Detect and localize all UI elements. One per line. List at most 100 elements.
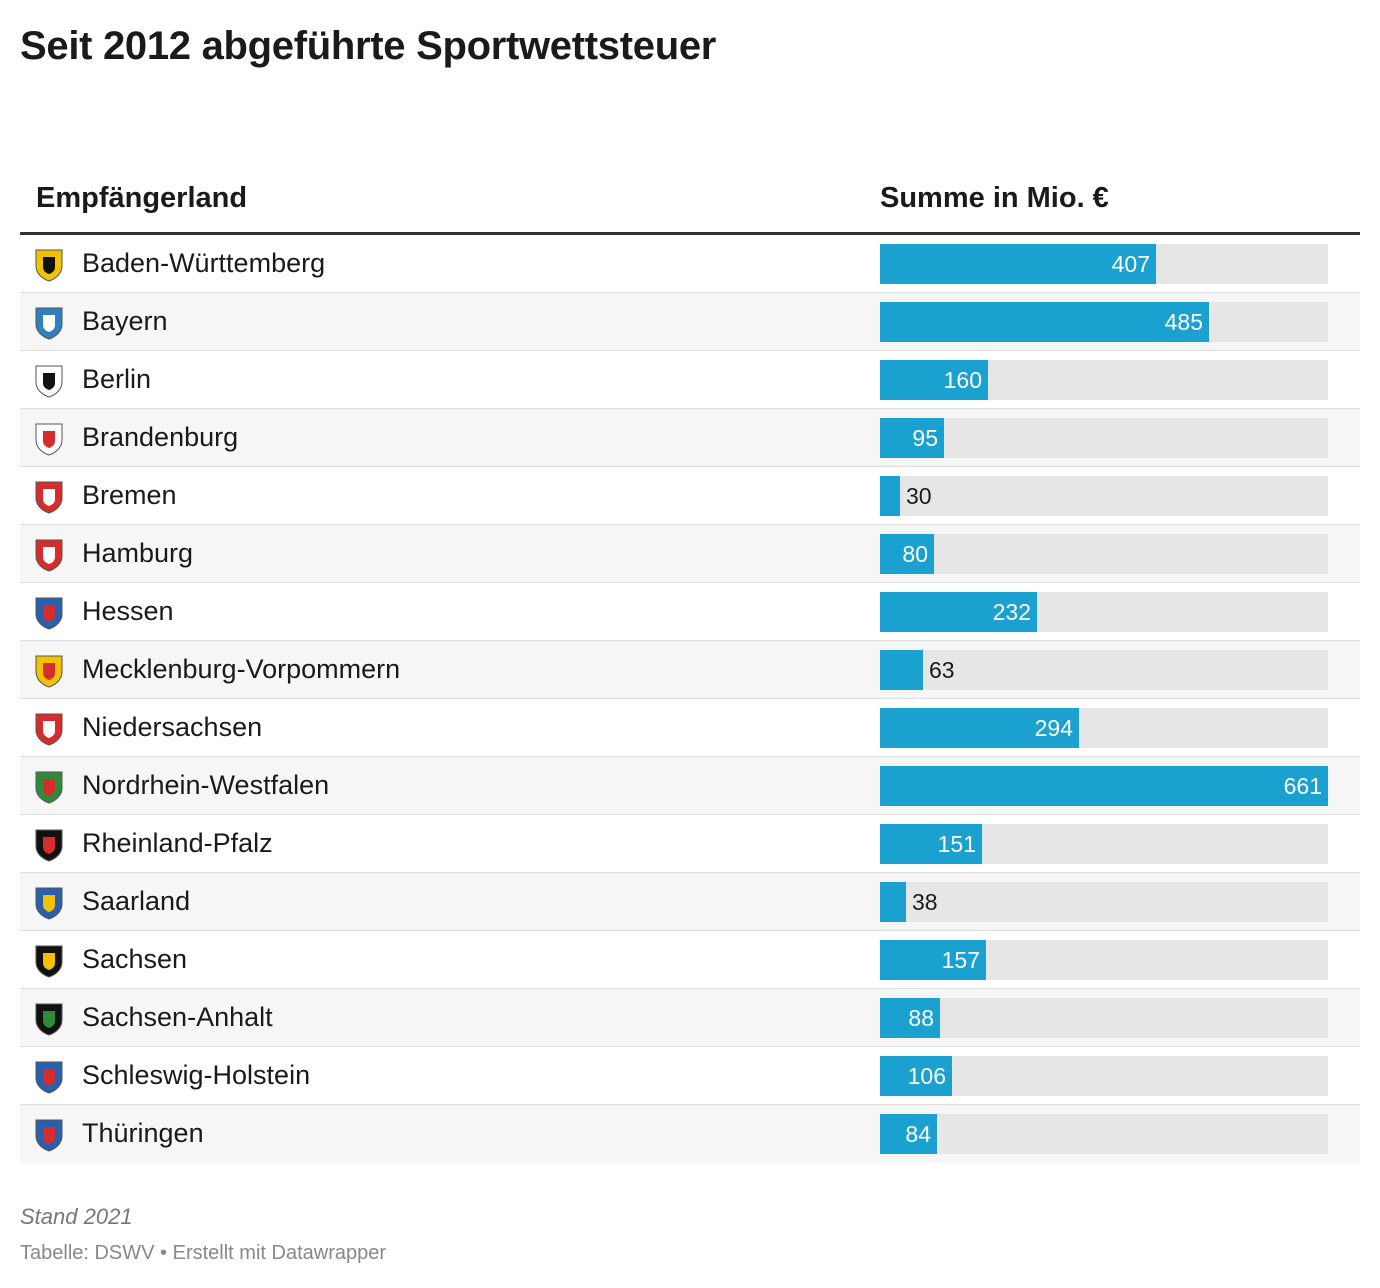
column-header-sum: Summe in Mio. € bbox=[880, 182, 1109, 214]
rheinland-pfalz-crest-icon bbox=[34, 828, 64, 862]
bar bbox=[880, 476, 900, 516]
bar bbox=[880, 998, 940, 1038]
table-row: Sachsen-Anhalt 88 bbox=[20, 989, 1360, 1047]
bar-track: 88 bbox=[880, 998, 1328, 1038]
country-label: Schleswig-Holstein bbox=[82, 1060, 311, 1090]
hessen-crest-icon bbox=[34, 596, 64, 630]
thueringen-crest-icon bbox=[34, 1118, 64, 1152]
value-label: 106 bbox=[907, 1063, 946, 1089]
bar bbox=[880, 418, 944, 458]
berlin-crest-icon bbox=[34, 364, 64, 398]
bar-track: 407 bbox=[880, 244, 1328, 284]
mecklenburg-vorpommern-crest-icon bbox=[34, 654, 64, 688]
value-label: 294 bbox=[1034, 715, 1073, 741]
table-row: Bremen 30 bbox=[20, 467, 1360, 525]
value-label: 88 bbox=[908, 1005, 934, 1031]
country-label: Bayern bbox=[82, 306, 168, 336]
table-row: Bayern 485 bbox=[20, 293, 1360, 351]
bar-track: 106 bbox=[880, 1056, 1328, 1096]
value-label: 84 bbox=[905, 1121, 931, 1147]
sachsen-crest-icon bbox=[34, 944, 64, 978]
bar-track: 294 bbox=[880, 708, 1328, 748]
bar-track: 63 bbox=[880, 650, 1328, 690]
value-label: 485 bbox=[1164, 309, 1203, 335]
data-table: Baden-Württemberg 407 Bayern 485 Berlin 160 Br… bbox=[20, 235, 1360, 1163]
table-row: Sachsen 157 bbox=[20, 931, 1360, 989]
bayern-crest-icon bbox=[34, 306, 64, 340]
bar bbox=[880, 592, 1037, 632]
footnote: Stand 2021 bbox=[20, 1204, 133, 1229]
country-label: Hessen bbox=[82, 596, 174, 626]
table-row: Rheinland-Pfalz 151 bbox=[20, 815, 1360, 873]
baden-wuerttemberg-crest-icon bbox=[34, 248, 64, 282]
value-label: 80 bbox=[902, 541, 928, 567]
table-row: Saarland 38 bbox=[20, 873, 1360, 931]
table-row: Baden-Württemberg 407 bbox=[20, 235, 1360, 293]
bar bbox=[880, 882, 906, 922]
value-label: 407 bbox=[1111, 251, 1150, 277]
bar-track: 661 bbox=[880, 766, 1328, 806]
bar bbox=[880, 360, 988, 400]
value-label: 151 bbox=[937, 831, 976, 857]
schleswig-holstein-crest-icon bbox=[34, 1060, 64, 1094]
country-label: Sachsen-Anhalt bbox=[82, 1002, 273, 1032]
bar bbox=[880, 824, 982, 864]
country-label: Mecklenburg-Vorpommern bbox=[82, 654, 401, 684]
hamburg-crest-icon bbox=[34, 538, 64, 572]
value-label: 38 bbox=[912, 889, 938, 915]
bar bbox=[880, 940, 986, 980]
country-label: Nordrhein-Westfalen bbox=[82, 770, 330, 800]
header-divider bbox=[20, 232, 1360, 235]
bar-track: 80 bbox=[880, 534, 1328, 574]
value-label: 160 bbox=[943, 367, 982, 393]
value-label: 95 bbox=[912, 425, 938, 451]
table-row: Thüringen 84 bbox=[20, 1105, 1360, 1163]
bremen-crest-icon bbox=[34, 480, 64, 514]
country-label: Bremen bbox=[82, 480, 177, 510]
value-label: 30 bbox=[906, 483, 932, 509]
country-label: Berlin bbox=[82, 364, 152, 394]
bar bbox=[880, 302, 1209, 342]
bar-track: 84 bbox=[880, 1114, 1328, 1154]
country-label: Brandenburg bbox=[82, 422, 239, 452]
bar-track: 151 bbox=[880, 824, 1328, 864]
chart-title: Seit 2012 abgeführte Sportwettsteuer bbox=[20, 24, 717, 68]
saarland-crest-icon bbox=[34, 886, 64, 920]
table-row: Niedersachsen 294 bbox=[20, 699, 1360, 757]
table-row: Nordrhein-Westfalen 661 bbox=[20, 757, 1360, 815]
sachsen-anhalt-crest-icon bbox=[34, 1002, 64, 1036]
nordrhein-westfalen-crest-icon bbox=[34, 770, 64, 804]
bar bbox=[880, 1056, 952, 1096]
country-label: Hamburg bbox=[82, 538, 194, 568]
bar-track: 38 bbox=[880, 882, 1328, 922]
column-header-country: Empfängerland bbox=[36, 182, 248, 214]
bar-track: 30 bbox=[880, 476, 1328, 516]
table-row: Mecklenburg-Vorpommern 63 bbox=[20, 641, 1360, 699]
bar bbox=[880, 708, 1079, 748]
value-label: 661 bbox=[1283, 773, 1322, 799]
bar bbox=[880, 534, 934, 574]
value-label: 232 bbox=[992, 599, 1031, 625]
source-line: Tabelle: DSWV • Erstellt mit Datawrapper bbox=[20, 1242, 387, 1264]
bar-track: 232 bbox=[880, 592, 1328, 632]
bar-track: 160 bbox=[880, 360, 1328, 400]
bar bbox=[880, 244, 1156, 284]
bar-track: 485 bbox=[880, 302, 1328, 342]
country-label: Niedersachsen bbox=[82, 712, 263, 742]
value-label: 63 bbox=[929, 657, 955, 683]
bar bbox=[880, 766, 1328, 806]
table-row: Brandenburg 95 bbox=[20, 409, 1360, 467]
bar-track: 95 bbox=[880, 418, 1328, 458]
country-label: Saarland bbox=[82, 886, 191, 916]
table-row: Berlin 160 bbox=[20, 351, 1360, 409]
country-label: Thüringen bbox=[82, 1118, 204, 1148]
country-label: Baden-Württemberg bbox=[82, 248, 326, 278]
bar bbox=[880, 1114, 937, 1154]
bar bbox=[880, 650, 923, 690]
bar-track: 157 bbox=[880, 940, 1328, 980]
country-label: Sachsen bbox=[82, 944, 188, 974]
table-row: Schleswig-Holstein 106 bbox=[20, 1047, 1360, 1105]
country-label: Rheinland-Pfalz bbox=[82, 828, 273, 858]
value-label: 157 bbox=[941, 947, 980, 973]
niedersachsen-crest-icon bbox=[34, 712, 64, 746]
